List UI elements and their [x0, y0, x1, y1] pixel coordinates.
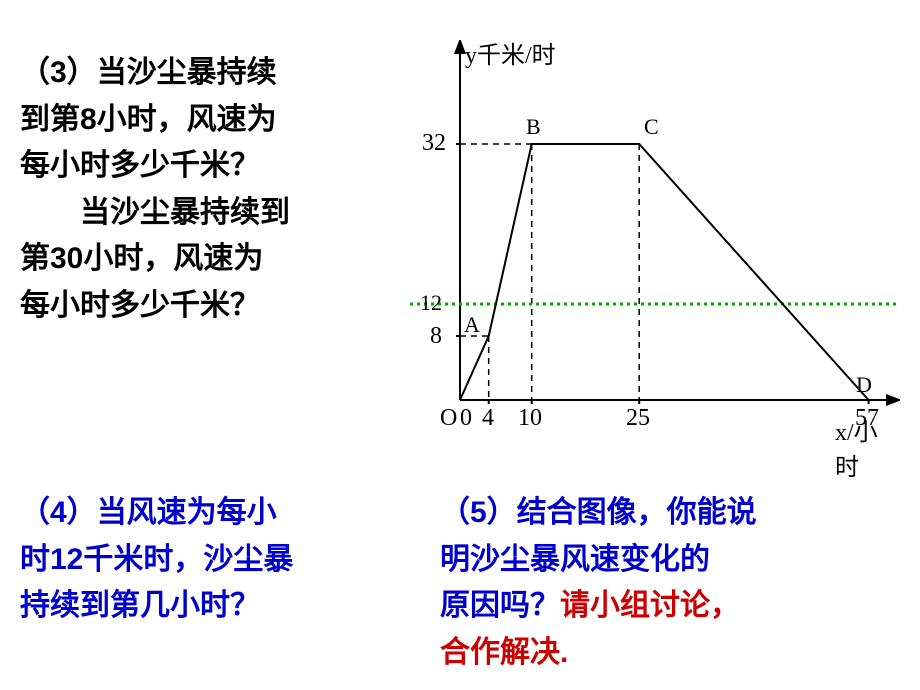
ytick-12: 12	[420, 290, 442, 316]
q3-l1: 当沙尘暴持续	[97, 56, 277, 89]
ytick-32: 32	[422, 130, 446, 157]
q4-l3: 持续到第几小时？	[20, 589, 260, 622]
q3-l2: 到第8小时，风速为	[20, 103, 277, 136]
xtick-0: 0	[460, 405, 472, 432]
q4-l2: 时12千米时，沙尘暴	[20, 543, 293, 576]
chart-svg	[400, 40, 900, 460]
q3-indent	[20, 196, 80, 229]
question-4: （4）当风速为每小 时12千米时，沙尘暴 持续到第几小时？	[20, 490, 415, 630]
q3-l3: 每小时多少千米？	[20, 149, 260, 182]
q5-marker: （5）	[440, 496, 517, 529]
point-b: B	[526, 114, 541, 140]
xtick-25: 25	[626, 405, 650, 432]
point-c: C	[644, 114, 659, 140]
q3-marker: （3）	[20, 56, 97, 89]
ytick-8: 8	[430, 323, 442, 350]
q4-marker: （4）	[20, 496, 97, 529]
q3-l6: 每小时多少千米？	[20, 289, 260, 322]
origin-o: O	[440, 405, 457, 432]
xtick-10: 10	[518, 405, 542, 432]
q3-l5: 第30小时，风速为	[20, 242, 263, 275]
xtick-57: 57	[855, 405, 879, 432]
xtick-4: 4	[482, 405, 494, 432]
q5-l3: 原因吗？	[440, 589, 560, 622]
wind-speed-chart: y千米/时 x/小时 8 12 32 O 0 4 10 25 57 A B C …	[400, 40, 900, 460]
q5-l1: 结合图像，你能说	[517, 496, 757, 529]
question-5: （5）结合图像，你能说 明沙尘暴风速变化的 原因吗？请小组讨论， 合作解决.	[440, 490, 900, 676]
point-d: D	[856, 372, 872, 398]
q5-red1: 请小组讨论，	[560, 589, 740, 622]
q5-red2: 合作解决.	[440, 636, 568, 669]
q3-l4: 当沙尘暴持续到	[80, 196, 290, 229]
y-axis-label: y千米/时	[465, 35, 556, 70]
q5-l2: 明沙尘暴风速变化的	[440, 543, 710, 576]
question-3: （3）当沙尘暴持续 到第8小时，风速为 每小时多少千米？ 当沙尘暴持续到 第30…	[20, 50, 390, 329]
q4-l1: 当风速为每小	[97, 496, 277, 529]
point-a: A	[464, 312, 480, 338]
